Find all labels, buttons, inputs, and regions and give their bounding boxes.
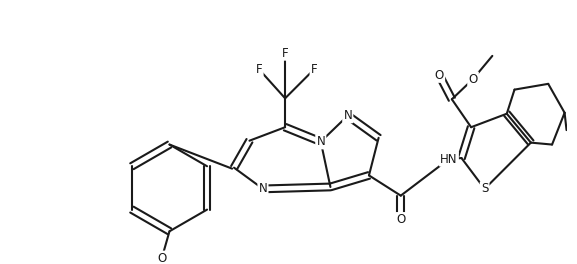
Text: S: S xyxy=(481,182,488,195)
Text: O: O xyxy=(434,69,444,82)
Text: HN: HN xyxy=(440,153,458,166)
Text: O: O xyxy=(396,213,406,226)
Text: N: N xyxy=(316,135,325,148)
Text: F: F xyxy=(311,63,317,76)
Text: F: F xyxy=(256,63,263,76)
Text: O: O xyxy=(157,252,166,264)
Text: N: N xyxy=(343,109,352,122)
Text: F: F xyxy=(282,46,288,59)
Text: N: N xyxy=(258,182,267,195)
Text: O: O xyxy=(469,73,478,86)
